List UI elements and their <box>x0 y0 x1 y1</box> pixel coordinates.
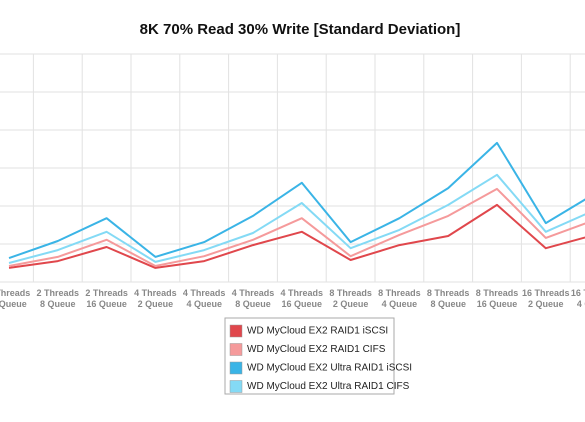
x-tick-line: 4 Threads <box>281 288 324 298</box>
x-tick-line: 4 Queue <box>577 299 585 309</box>
x-tick-line: 4 Queue <box>382 299 418 309</box>
legend-label: WD MyCloud EX2 Ultra RAID1 CIFS <box>247 381 410 392</box>
x-tick-line: 16 Queue <box>86 299 127 309</box>
legend-label: WD MyCloud EX2 RAID1 CIFS <box>247 344 386 355</box>
x-tick-line: 16 Queue <box>477 299 518 309</box>
legend-swatch <box>229 343 243 356</box>
x-tick-label: 8 Threads 8 Queue <box>427 288 470 309</box>
x-tick-label: 2 Threads 8 Queue <box>37 288 80 309</box>
x-tick-label: 8 Threads 4 Queue <box>378 288 421 309</box>
x-tick-label: 16 Threads 2 Queue <box>522 288 570 309</box>
x-tick-line: 2 Queue <box>528 299 564 309</box>
x-tick-label: 4 Threads 2 Queue <box>134 288 177 309</box>
x-tick-line: 2 Queue <box>138 299 174 309</box>
x-tick-line: 16 Threads <box>571 288 585 298</box>
series-line <box>8 187 585 267</box>
x-tick-line: 16 Threads <box>522 288 570 298</box>
x-tick-line: 4 Queue <box>0 299 27 309</box>
legend-swatch <box>229 361 243 375</box>
x-tick-line: 8 Threads <box>476 288 519 298</box>
series-line <box>8 173 585 264</box>
legend-box <box>224 317 395 395</box>
x-tick-label: 4 Threads 8 Queue <box>232 288 275 309</box>
x-tick-line: 4 Queue <box>186 299 222 309</box>
x-tick-label: 8 Threads 2 Queue <box>329 288 372 309</box>
x-tick-line: 8 Queue <box>430 299 466 309</box>
chart-title: 8K 70% Read 30% Write [Standard Deviatio… <box>140 21 461 38</box>
x-tick-line: 8 Threads <box>378 288 421 298</box>
x-tick-line: 8 Threads <box>427 288 470 298</box>
x-tick-line: 2 Threads <box>37 288 80 298</box>
x-tick-line: 16 Queue <box>282 299 323 309</box>
x-tick-line: 8 Threads <box>329 288 372 298</box>
legend-swatch <box>229 324 243 338</box>
series-line <box>8 141 585 260</box>
x-tick-line: 2 Queue <box>333 299 369 309</box>
x-tick-label: 4 Threads 4 Queue <box>183 288 226 309</box>
x-tick-label: 4 Threads 16 Queue <box>281 288 324 309</box>
x-tick-line: 8 Queue <box>40 299 76 309</box>
x-tick-line: 4 Threads <box>134 288 177 298</box>
x-tick-line: 8 Queue <box>235 299 271 309</box>
x-tick-line: 2 Threads <box>0 288 30 298</box>
legend-swatch <box>229 380 243 393</box>
series-line <box>8 203 585 269</box>
legend-label: WD MyCloud EX2 Ultra RAID1 iSCSI <box>247 363 412 374</box>
legend-label: WD MyCloud EX2 RAID1 iSCSI <box>247 326 388 337</box>
x-tick-line: 4 Threads <box>232 288 275 298</box>
x-tick-line: 4 Threads <box>183 288 226 298</box>
x-tick-line: 2 Threads <box>85 288 128 298</box>
x-tick-label: 2 Threads 16 Queue <box>85 288 128 309</box>
x-tick-label: 8 Threads 16 Queue <box>476 288 519 309</box>
